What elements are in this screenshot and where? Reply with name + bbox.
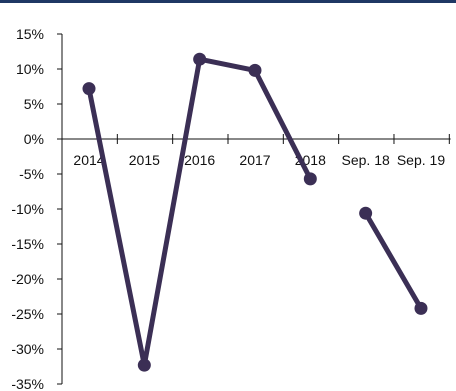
y-tick-label: -20%: [11, 271, 44, 287]
y-tick-label: 10%: [16, 61, 44, 77]
data-point: [248, 63, 262, 77]
data-point: [193, 52, 207, 66]
series-line-segment: [86, 56, 313, 368]
y-tick-label: -35%: [11, 376, 44, 391]
header-rule: [0, 0, 456, 3]
y-tick-label: 0%: [24, 131, 44, 147]
data-point: [82, 82, 96, 96]
x-tick-label: 2016: [184, 152, 215, 168]
x-tick-label: 2014: [73, 152, 104, 168]
x-tick-label: Sep. 18: [342, 152, 390, 168]
series-line-segment: [363, 210, 424, 311]
x-tick-label: 2015: [129, 152, 160, 168]
y-tick-label: 5%: [24, 96, 44, 112]
x-tick-label: Sep. 19: [397, 152, 445, 168]
y-tick-label: -5%: [19, 166, 44, 182]
y-tick-label: -30%: [11, 341, 44, 357]
x-tick-label: 2017: [239, 152, 270, 168]
y-tick-label: 15%: [16, 26, 44, 42]
data-point: [359, 206, 373, 220]
y-tick-label: -15%: [11, 236, 44, 252]
data-point: [303, 172, 317, 186]
y-tick-label: -25%: [11, 306, 44, 322]
y-tick-label: -10%: [11, 201, 44, 217]
data-point: [137, 358, 151, 372]
data-point: [414, 301, 428, 315]
